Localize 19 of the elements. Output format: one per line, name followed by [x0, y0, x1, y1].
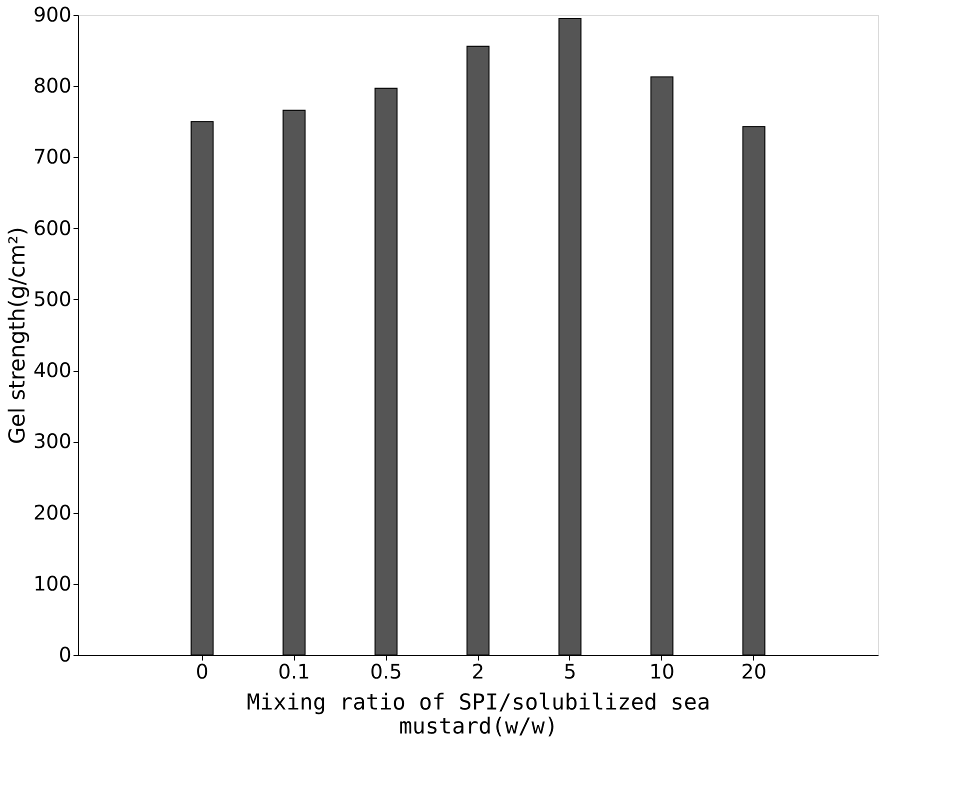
y-tick-label: 0 [58, 642, 72, 666]
y-tick-label: 400 [33, 358, 72, 382]
y-axis-title: Gel strength(g/cm²) [5, 226, 30, 444]
x-tick-label: 20 [741, 660, 767, 684]
y-tick-label: 900 [33, 2, 72, 26]
x-tick-label: 0.1 [278, 660, 310, 684]
y-tick-label: 700 [33, 144, 72, 169]
y-tick-label: 500 [33, 286, 72, 311]
y-tick-label: 100 [33, 571, 72, 596]
x-tick-label: 10 [649, 660, 675, 684]
x-tick-label: 0.5 [370, 660, 402, 684]
y-tick-label: 300 [33, 429, 72, 454]
y-tick-label: 200 [33, 500, 72, 524]
x-tick-label: 5 [564, 660, 576, 684]
x-axis-title: Mixing ratio of SPI/solubilized sea mustard(w/w) [246, 690, 710, 740]
x-tick-label: 2 [472, 660, 484, 684]
y-tick-label: 600 [33, 216, 72, 240]
x-tick-label: 0 [196, 660, 209, 684]
y-tick-label: 800 [33, 74, 72, 98]
